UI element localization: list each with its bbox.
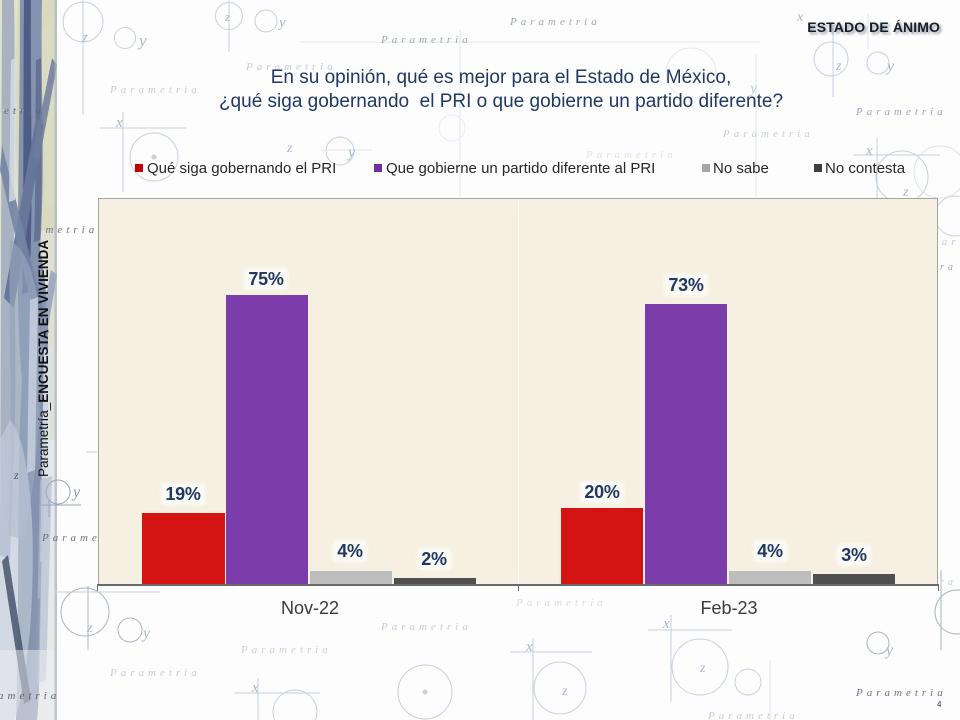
svg-text:Parametria: Parametria [380,621,472,633]
svg-text:z: z [902,185,909,200]
svg-text:y: y [346,144,356,161]
svg-text:z: z [561,684,568,699]
svg-text:z: z [835,59,842,74]
svg-text:Parametria: Parametria [707,710,799,720]
svg-text:ametria: ametria [0,690,60,702]
svg-text:x: x [115,115,123,131]
svg-text:y: y [141,625,151,642]
svg-text:x: x [865,143,873,159]
svg-text:ametria: ametria [36,224,98,236]
svg-text:ra: ra [940,577,957,588]
svg-text:z: z [699,661,706,676]
svg-text:Paramet: Paramet [41,532,108,544]
svg-text:z: z [81,30,88,46]
svg-text:Parametria: Parametria [722,128,814,140]
svg-text:x: x [251,680,259,696]
svg-text:Parametria: Parametria [855,687,947,699]
svg-text:Parametria: Parametria [380,34,472,46]
svg-text:metria: metria [0,105,45,117]
svg-text:y: y [277,15,286,31]
svg-text:z: z [13,468,19,482]
svg-text:Parametria: Parametria [515,597,607,609]
svg-text:y: y [885,58,895,75]
svg-text:Parametria: Parametria [109,84,201,96]
svg-text:x: x [525,639,533,655]
svg-text:y: y [884,642,894,659]
svg-text:Parametria: Parametria [109,667,201,679]
svg-text:Parametria: Parametria [509,16,601,28]
svg-text:z: z [86,621,93,636]
svg-text:Parametria: Parametria [855,106,947,118]
svg-text:x: x [796,10,804,25]
svg-text:Parametria: Parametria [245,61,337,73]
svg-text:ra: ra [940,262,957,273]
svg-text:y: y [71,484,81,501]
svg-text:y: y [748,80,758,97]
svg-text:Parametria: Parametria [585,149,677,161]
svg-text:y: y [137,31,147,50]
svg-text:z: z [286,141,293,156]
svg-text:z: z [224,9,230,24]
svg-text:Parametria: Parametria [240,644,332,656]
svg-text:x: x [662,616,670,632]
